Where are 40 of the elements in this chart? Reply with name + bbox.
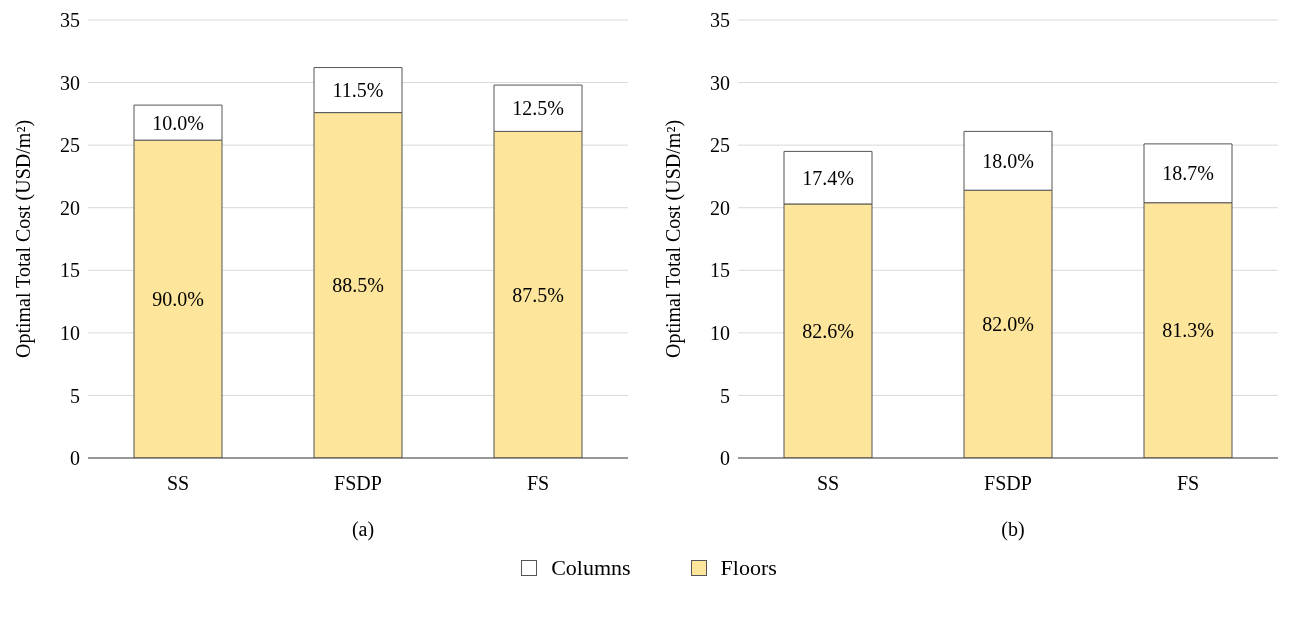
y-tick-label: 20 — [60, 196, 80, 219]
y-tick-label: 15 — [60, 259, 80, 282]
x-tick-label: SS — [816, 472, 840, 495]
annotation: 81.3% — [1162, 319, 1214, 342]
annotation: 88.5% — [332, 274, 384, 297]
y-tick-label: 35 — [60, 9, 80, 32]
y-tick-label: 0 — [70, 447, 80, 470]
y-tick-label: 35 — [710, 9, 730, 32]
annotation: 17.4% — [802, 166, 854, 189]
y-axis-title: Optimal Total Cost (USD/m²) — [12, 119, 35, 359]
y-tick-label: 25 — [60, 134, 80, 157]
annotation: 10.0% — [152, 111, 204, 134]
annotation: 90.0% — [152, 288, 204, 311]
annotation: 11.5% — [332, 79, 384, 102]
y-tick-label: 10 — [710, 321, 730, 344]
annotation: 18.0% — [982, 149, 1034, 172]
y-tick-label: 25 — [710, 134, 730, 157]
annotation: 18.7% — [1162, 162, 1214, 185]
y-tick-label: 10 — [60, 321, 80, 344]
legend-label: Floors — [720, 555, 777, 581]
y-tick-label: 0 — [720, 447, 730, 470]
x-tick-label: SS — [166, 472, 190, 495]
y-tick-label: 30 — [710, 71, 730, 94]
y-tick-label: 15 — [710, 259, 730, 282]
x-tick-label: FS — [1176, 472, 1200, 495]
y-tick-label: 20 — [710, 196, 730, 219]
y-tick-label: 5 — [70, 384, 80, 407]
y-axis-title: Optimal Total Cost (USD/m²) — [662, 119, 685, 359]
annotation: 82.6% — [802, 319, 854, 342]
annotation: 82.0% — [982, 313, 1034, 336]
x-tick-label: FS — [526, 472, 550, 495]
y-tick-label: 5 — [720, 384, 730, 407]
text: (b) — [1000, 518, 1026, 541]
x-tick-label: FSDP — [984, 472, 1032, 495]
annotation: 87.5% — [512, 283, 564, 306]
y-tick-label: 30 — [60, 71, 80, 94]
annotation: 12.5% — [512, 97, 564, 120]
legend-label: Columns — [551, 555, 631, 581]
text: (a) — [350, 518, 376, 541]
x-tick-label: FSDP — [334, 472, 382, 495]
